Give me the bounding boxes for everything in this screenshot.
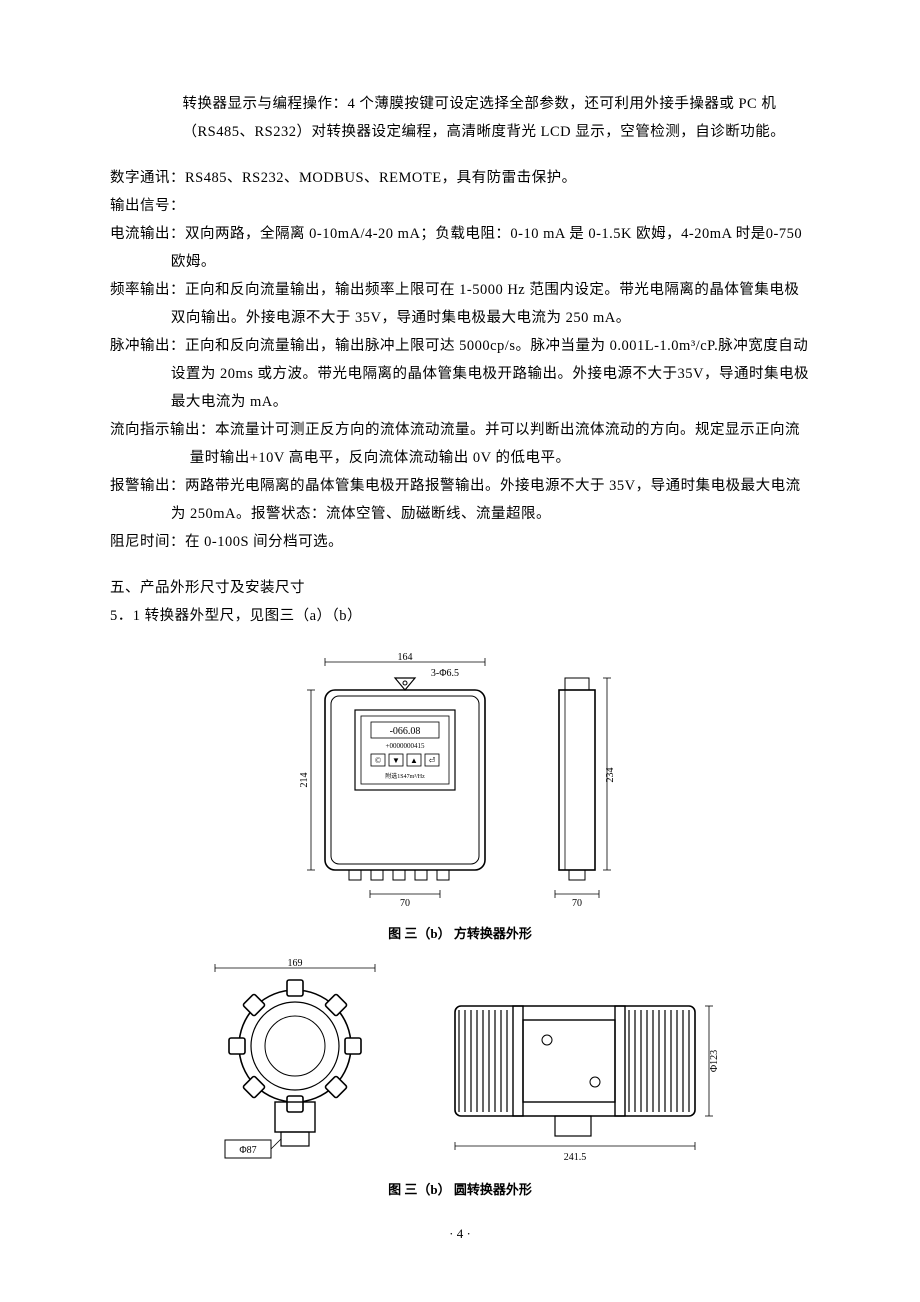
- dim-mid: 234: [605, 768, 616, 783]
- figure-b: 169: [110, 956, 810, 1198]
- heading-5-1: 5．1 转换器外型尺，见图三（a）（b）: [110, 602, 810, 630]
- para-alarm: 报警输出：两路带光电隔离的晶体管集电极开路报警输出。外接电源不大于 35V，导通…: [110, 472, 810, 528]
- lcd-btn3: ▲: [410, 756, 418, 765]
- dim-bot-right: 70: [572, 898, 582, 909]
- figure-a-caption: 图 三（b） 方转换器外形: [110, 923, 810, 942]
- lcd-line2: +0000000415: [386, 742, 425, 750]
- lcd-btn2: ▼: [392, 756, 400, 765]
- para-display-ops: 转换器显示与编程操作：4 个薄膜按键可设定选择全部参数，还可利用外接手操器或 P…: [110, 90, 810, 146]
- lcd-btn4: ⏎: [429, 756, 436, 765]
- lcd-line1: -066.08: [390, 726, 421, 737]
- para-damp: 阻尼时间：在 0-100S 间分档可选。: [110, 528, 810, 556]
- lcd-btn1: ©: [375, 756, 381, 765]
- figure-a-front: 164 3-Φ6.5 -066.08 +0000000415: [295, 650, 515, 910]
- para-current: 电流输出：双向两路，全隔离 0-10mA/4-20 mA；负载电阻：0-10 m…: [110, 220, 810, 276]
- dim-top: 164: [398, 652, 413, 663]
- dim-b-front-h: Φ123: [709, 1050, 720, 1072]
- dim-left: 214: [299, 773, 310, 788]
- figure-a: 164 3-Φ6.5 -066.08 +0000000415: [110, 650, 810, 942]
- heading-5: 五、产品外形尺寸及安装尺寸: [110, 574, 810, 602]
- para-flowdir: 流向指示输出：本流量计可测正反方向的流体流动流量。并可以判断出流体流动的方向。规…: [110, 416, 810, 472]
- para-freq: 频率输出：正向和反向流量输出，输出频率上限可在 1-5000 Hz 范围内设定。…: [110, 276, 810, 332]
- dim-holes: 3-Φ6.5: [431, 668, 459, 679]
- dim-b-top: 169: [288, 958, 303, 969]
- dim-bot-left: 70: [400, 898, 410, 909]
- figure-b-caption: 图 三（b） 圆转换器外形: [110, 1179, 810, 1198]
- para-comm: 数字通讯：RS485、RS232、MODBUS、REMOTE，具有防雷击保护。: [110, 164, 810, 192]
- figure-b-round: 169: [195, 956, 395, 1166]
- page-number: · 4 ·: [0, 1226, 920, 1242]
- page: 转换器显示与编程操作：4 个薄膜按键可设定选择全部参数，还可利用外接手操器或 P…: [0, 0, 920, 1302]
- figure-b-side: 241.5 Φ123: [435, 976, 725, 1166]
- label-output: 输出信号：: [110, 192, 810, 220]
- dim-b-left: Φ87: [239, 1145, 256, 1156]
- lcd-hint: 附选1S47m³/Hz: [385, 772, 425, 780]
- para-pulse: 脉冲输出：正向和反向流量输出，输出脉冲上限可达 5000cp/s。脉冲当量为 0…: [110, 332, 810, 416]
- dim-b-front-w: 241.5: [564, 1152, 587, 1163]
- figure-a-side: 234 70: [545, 650, 625, 910]
